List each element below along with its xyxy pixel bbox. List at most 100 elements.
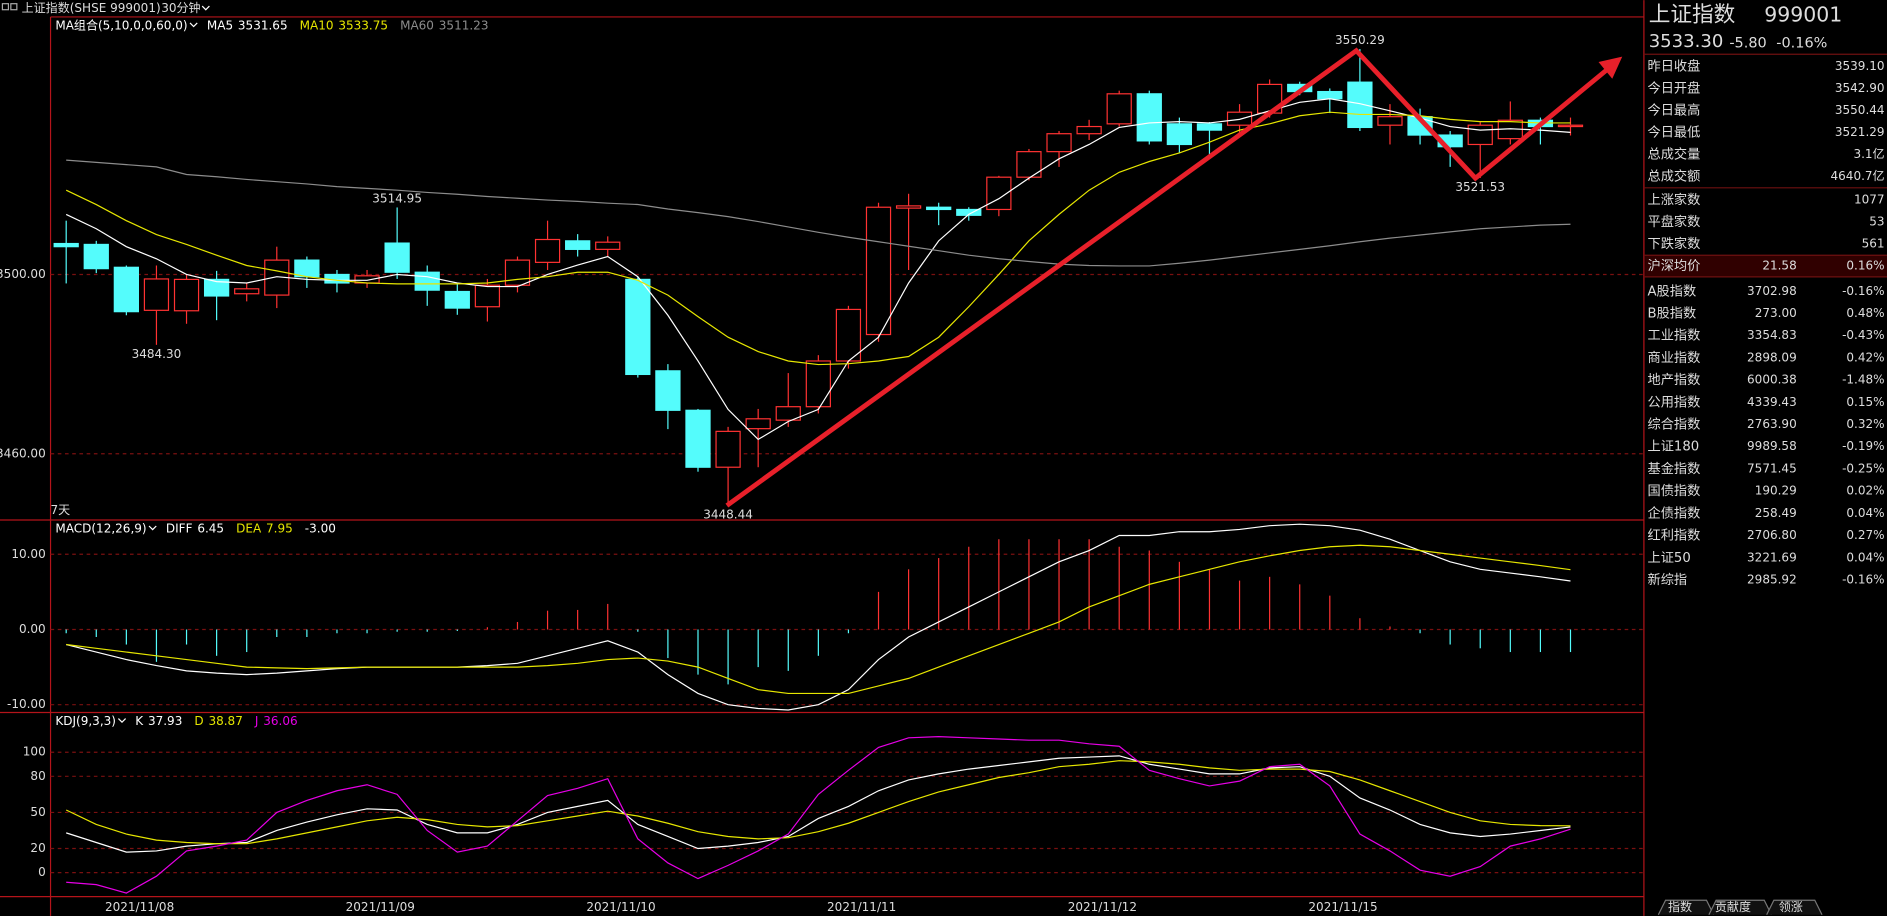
tab[interactable] <box>1766 899 1823 915</box>
tab-label[interactable]: 领涨 <box>1779 899 1803 914</box>
index-name[interactable]: B股指数 <box>1648 306 1697 322</box>
index-value: 2898.09 <box>1747 350 1797 364</box>
legend-title: KDJ(9,3,3) <box>55 713 116 727</box>
index-name[interactable]: 红利指数 <box>1648 528 1701 544</box>
candle-body <box>625 278 651 376</box>
index-name[interactable]: 上证180 <box>1648 439 1700 455</box>
quote-change-pct: -0.16% <box>1776 35 1827 51</box>
y-tick-label: 10.00 <box>11 547 45 561</box>
candle-body <box>504 259 531 286</box>
candle-body <box>805 360 831 408</box>
candle-body <box>474 284 501 308</box>
index-value: 273.00 <box>1755 306 1797 320</box>
legend-chevron[interactable] <box>117 718 127 724</box>
index-name[interactable]: 基金指数 <box>1648 461 1701 477</box>
index-pct: -0.43% <box>1842 328 1885 342</box>
candle-body <box>1076 125 1102 135</box>
window-icon[interactable] <box>1 3 10 11</box>
index-pct: 0.04% <box>1846 506 1884 520</box>
quote-price: 3533.30 <box>1649 31 1724 52</box>
indicator-line <box>65 111 1571 366</box>
x-tick-label: 2021/11/08 <box>105 900 174 914</box>
extreme-label: 3514.95 <box>372 192 422 206</box>
stat-value: 3.1亿 <box>1853 146 1884 161</box>
dropdown-chevron[interactable] <box>201 5 210 11</box>
candle-body <box>926 206 952 211</box>
legend-value: 3533.75 <box>338 18 388 32</box>
trend-arrow-head <box>1598 56 1623 79</box>
candle-body <box>1317 90 1343 100</box>
index-pct: -0.16% <box>1842 284 1885 298</box>
index-value: 190.29 <box>1755 484 1797 498</box>
index-value: 258.49 <box>1755 506 1797 520</box>
index-name[interactable]: A股指数 <box>1648 283 1697 299</box>
stat-label: 今日最高 <box>1648 101 1701 118</box>
legend-value: -3.00 <box>305 521 336 535</box>
period-selector[interactable]: 30分钟 <box>161 0 200 15</box>
stat-value: 4640.7亿 <box>1831 168 1885 183</box>
indicator-line <box>66 523 1571 711</box>
index-pct: -0.25% <box>1842 461 1885 475</box>
legend-name: K <box>135 713 144 727</box>
index-value: 4339.43 <box>1747 395 1797 409</box>
candle-body <box>234 288 260 295</box>
breadth-value: 1077 <box>1854 192 1885 206</box>
index-value: 3221.69 <box>1747 550 1797 564</box>
indicator-line <box>66 755 1571 853</box>
tab[interactable] <box>1708 899 1773 915</box>
x-tick-label: 2021/11/09 <box>346 900 415 914</box>
candle-body <box>835 308 862 362</box>
candle-body <box>1106 93 1132 125</box>
candle-body <box>595 241 621 250</box>
period-label: 7天 <box>51 503 71 517</box>
tab-label[interactable]: 贡献度 <box>1715 899 1751 914</box>
index-name[interactable]: 地产指数 <box>1648 372 1701 388</box>
quote-code: 999001 <box>1764 3 1842 27</box>
index-value: 3354.83 <box>1747 328 1797 342</box>
legend-name: D <box>194 713 203 727</box>
average-value: 21.58 <box>1762 259 1796 273</box>
stat-value: 3550.44 <box>1835 103 1885 117</box>
tab[interactable] <box>1657 899 1715 915</box>
candle-body <box>775 406 801 421</box>
x-tick-label: 2021/11/12 <box>1068 900 1137 914</box>
candle-body <box>1557 124 1584 128</box>
candle-body <box>745 418 771 430</box>
index-name[interactable]: 上证50 <box>1648 550 1691 566</box>
candle-body <box>113 266 139 313</box>
legend-chevron[interactable] <box>148 525 157 531</box>
legend-value: 3511.23 <box>439 18 489 32</box>
y-tick-label: 20 <box>30 841 45 855</box>
candle-body <box>1046 133 1072 153</box>
index-value: 2706.80 <box>1747 528 1797 542</box>
trend-arrow <box>725 47 1615 508</box>
index-name[interactable]: 企债指数 <box>1648 504 1701 521</box>
index-name[interactable]: 公用指数 <box>1648 394 1701 410</box>
candle-body <box>685 409 711 468</box>
breadth-value: 53 <box>1869 214 1884 228</box>
stat-label: 昨日收盘 <box>1648 57 1701 74</box>
candle-body <box>534 238 561 263</box>
index-value: 3702.98 <box>1747 284 1797 298</box>
index-name[interactable]: 综合指数 <box>1648 417 1701 433</box>
tab-label[interactable]: 指数 <box>1668 899 1692 914</box>
candle-body <box>1196 123 1223 131</box>
index-pct: 0.48% <box>1846 306 1884 320</box>
index-value: 6000.38 <box>1747 373 1797 387</box>
y-tick-label: 100 <box>23 745 46 759</box>
index-name[interactable]: 国债指数 <box>1648 483 1701 499</box>
legend-chevron[interactable] <box>189 22 198 28</box>
window-icon[interactable] <box>10 3 18 11</box>
indicator-line <box>66 735 1571 894</box>
legend-title: MACD(12,26,9) <box>55 521 146 535</box>
candle-body <box>384 242 410 273</box>
index-pct: 0.32% <box>1846 417 1884 431</box>
candle-body <box>83 243 109 270</box>
index-name[interactable]: 新综指 <box>1648 572 1688 588</box>
indicator-legend: MACD(12,26,9) DIFF 6.45 DEA 7.95 -3.00 <box>55 521 336 535</box>
index-name[interactable]: 工业指数 <box>1648 328 1701 344</box>
candle-body <box>1347 81 1373 129</box>
extreme-label: 3550.29 <box>1335 33 1385 47</box>
index-name[interactable]: 商业指数 <box>1648 350 1701 366</box>
y-tick-label: 3500.00 <box>0 267 46 281</box>
